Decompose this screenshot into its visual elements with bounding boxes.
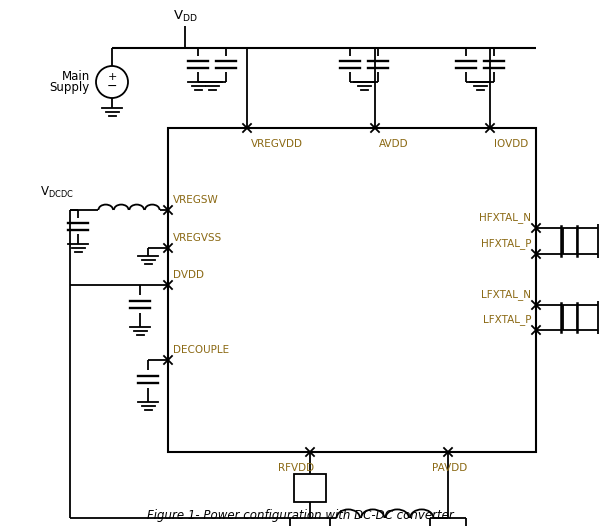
Text: Supply: Supply — [50, 82, 90, 95]
Text: HFXTAL_P: HFXTAL_P — [481, 239, 531, 249]
Text: LFXTAL_P: LFXTAL_P — [482, 315, 531, 326]
Text: LFXTAL_N: LFXTAL_N — [481, 289, 531, 300]
Text: HFXTAL_N: HFXTAL_N — [479, 213, 531, 224]
Bar — [168, 128, 536, 452]
Text: DVDD: DVDD — [173, 270, 204, 280]
Bar — [563, 305, 577, 330]
Text: AVDD: AVDD — [379, 139, 409, 149]
Text: Figure 1- Power configuration with DC-DC converter: Figure 1- Power configuration with DC-DC… — [146, 510, 454, 522]
Text: VREGVDD: VREGVDD — [251, 139, 303, 149]
Text: IOVDD: IOVDD — [494, 139, 528, 149]
Text: RFVDD: RFVDD — [278, 463, 314, 473]
Bar — [294, 474, 326, 502]
Text: VREGVSS: VREGVSS — [173, 233, 222, 243]
Text: VREGSW: VREGSW — [173, 195, 219, 205]
Text: $\mathregular{V_{DD}}$: $\mathregular{V_{DD}}$ — [173, 8, 197, 24]
Text: PAVDD: PAVDD — [433, 463, 467, 473]
Text: +: + — [107, 72, 116, 82]
Bar — [563, 228, 577, 254]
Text: DECOUPLE: DECOUPLE — [173, 345, 229, 355]
Circle shape — [96, 66, 128, 98]
Text: $\mathregular{V_{DCDC}}$: $\mathregular{V_{DCDC}}$ — [40, 185, 74, 199]
Text: −: − — [107, 79, 117, 93]
Text: Main: Main — [62, 69, 90, 83]
